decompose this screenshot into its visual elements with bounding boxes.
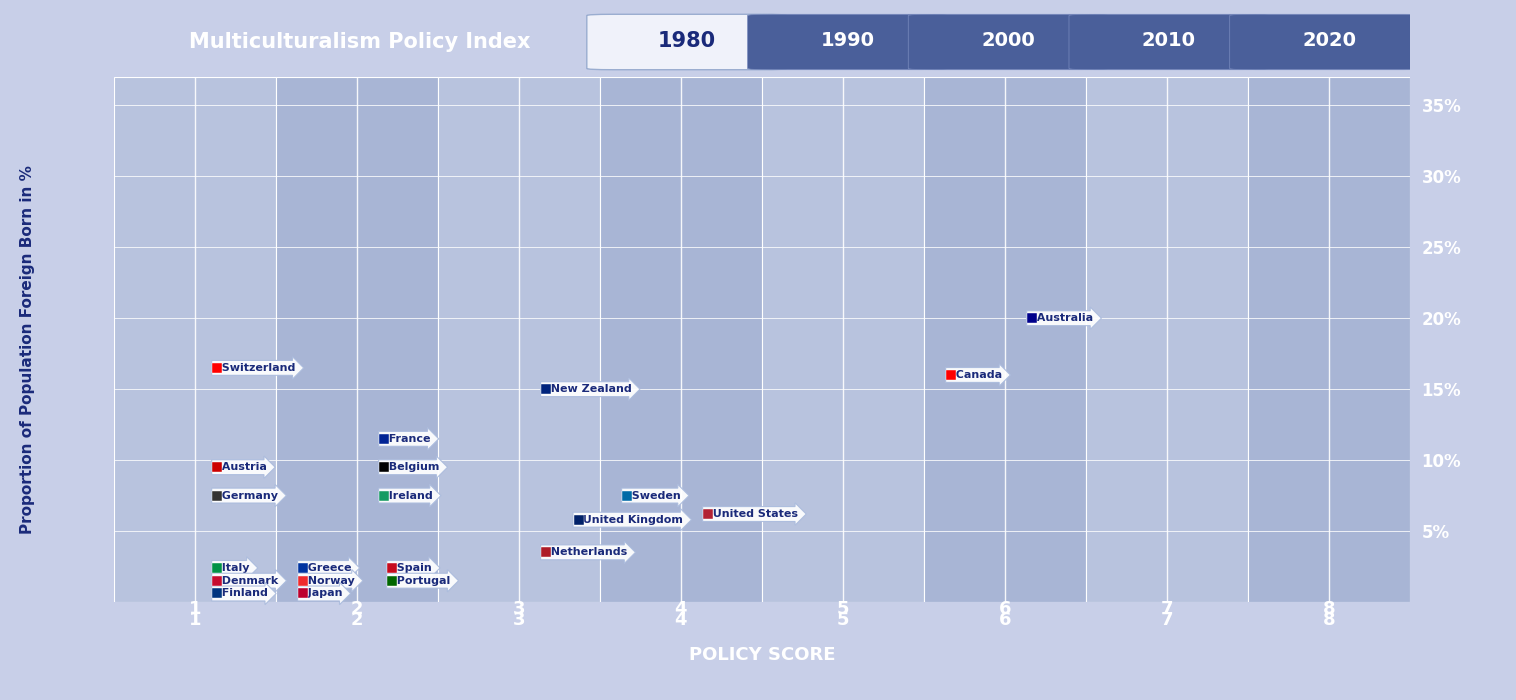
Text: 2000: 2000 — [981, 32, 1035, 50]
Text: Australia: Australia — [1029, 313, 1093, 323]
Text: Switzerland: Switzerland — [214, 363, 296, 373]
Text: Greece: Greece — [300, 563, 352, 573]
Text: Belgium: Belgium — [381, 462, 440, 472]
Text: Japan: Japan — [300, 589, 343, 598]
Text: Austria: Austria — [214, 462, 267, 472]
Text: POLICY SCORE: POLICY SCORE — [688, 645, 835, 664]
Text: 8: 8 — [1322, 600, 1336, 618]
Text: France: France — [381, 434, 431, 444]
Text: United States: United States — [705, 509, 797, 519]
Text: 2: 2 — [350, 600, 362, 618]
Bar — [276, 77, 438, 602]
FancyBboxPatch shape — [747, 14, 948, 70]
Text: 3: 3 — [512, 600, 525, 618]
Bar — [600, 77, 761, 602]
FancyBboxPatch shape — [908, 14, 1108, 70]
Text: Netherlands: Netherlands — [543, 547, 628, 557]
Text: Portugal: Portugal — [390, 575, 450, 586]
Text: Germany: Germany — [214, 491, 277, 500]
Text: Ireland: Ireland — [381, 491, 432, 500]
Text: 2020: 2020 — [1302, 32, 1357, 50]
Bar — [438, 77, 600, 602]
Bar — [1085, 77, 1248, 602]
Text: Canada: Canada — [948, 370, 1002, 380]
Text: 1990: 1990 — [820, 32, 875, 50]
Text: Spain: Spain — [390, 563, 432, 573]
FancyBboxPatch shape — [587, 14, 787, 70]
Text: Denmark: Denmark — [214, 575, 279, 586]
Text: Proportion of Population Foreign Born in %: Proportion of Population Foreign Born in… — [20, 166, 35, 534]
Bar — [923, 77, 1085, 602]
Text: Multiculturalism Policy Index: Multiculturalism Policy Index — [190, 32, 531, 52]
Text: 5: 5 — [837, 600, 849, 618]
FancyBboxPatch shape — [1229, 14, 1430, 70]
Text: United Kingdom: United Kingdom — [576, 514, 684, 525]
Text: 1980: 1980 — [658, 31, 716, 50]
Text: New Zealand: New Zealand — [543, 384, 632, 394]
Text: Finland: Finland — [214, 589, 268, 598]
Text: Italy: Italy — [214, 563, 250, 573]
Text: 2010: 2010 — [1142, 32, 1196, 50]
Text: 6: 6 — [999, 600, 1011, 618]
Text: 1: 1 — [188, 600, 202, 618]
Text: 4: 4 — [675, 600, 687, 618]
Bar — [114, 77, 276, 602]
FancyBboxPatch shape — [1069, 14, 1269, 70]
Bar — [761, 77, 923, 602]
Bar — [1248, 77, 1410, 602]
Text: Sweden: Sweden — [625, 491, 681, 500]
Text: Norway: Norway — [300, 575, 355, 586]
Text: 7: 7 — [1161, 600, 1173, 618]
